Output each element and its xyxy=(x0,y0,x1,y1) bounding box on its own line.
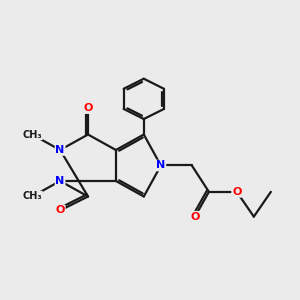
Text: N: N xyxy=(56,176,65,186)
Text: O: O xyxy=(232,187,242,197)
Text: N: N xyxy=(156,160,166,170)
Text: O: O xyxy=(56,206,65,215)
Text: CH₃: CH₃ xyxy=(22,130,42,140)
Text: CH₃: CH₃ xyxy=(22,191,42,202)
Text: O: O xyxy=(190,212,200,222)
Text: O: O xyxy=(83,103,93,113)
Text: N: N xyxy=(56,145,65,155)
